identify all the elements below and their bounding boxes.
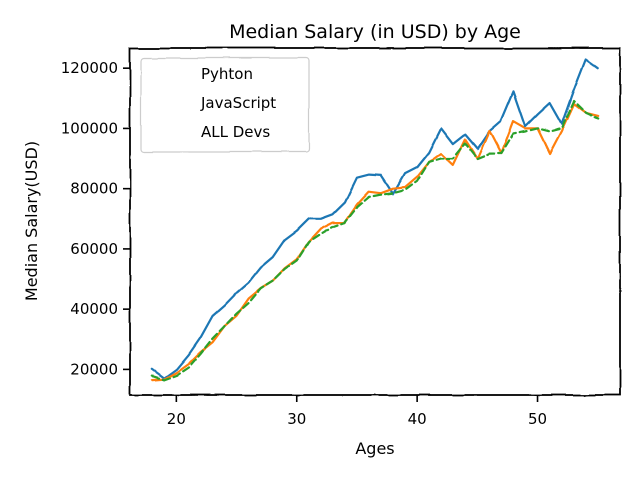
y-axis-label: Median Salary(USD) xyxy=(22,141,41,301)
series-line-javascript xyxy=(151,103,599,382)
legend: Pyhton JavaScript ALL Devs xyxy=(140,57,310,153)
series-line-pyhton xyxy=(151,58,599,380)
y-tick-label: 60000 xyxy=(70,240,118,258)
y-tick-label: 20000 xyxy=(70,360,118,378)
y-tick-label: 80000 xyxy=(70,180,118,198)
legend-label-all-devs: ALL Devs xyxy=(201,123,270,141)
plot-frame xyxy=(129,47,621,396)
x-tick-label: 40 xyxy=(408,410,427,428)
legend-label-pyhton: Pyhton xyxy=(201,65,253,83)
series-layer xyxy=(151,58,599,382)
x-axis-ticks: 20 30 40 50 xyxy=(167,395,547,428)
y-tick-label: 40000 xyxy=(70,300,118,318)
chart-title: Median Salary (in USD) by Age xyxy=(229,21,521,43)
legend-label-javascript: JavaScript xyxy=(200,94,276,112)
y-tick-label: 120000 xyxy=(61,59,118,77)
series-line-all-devs xyxy=(151,100,599,381)
x-tick-label: 50 xyxy=(528,410,547,428)
y-tick-label: 100000 xyxy=(61,119,118,137)
y-axis-ticks: 20000 40000 60000 80000 100000 120000 xyxy=(61,59,130,378)
x-axis-label: Ages xyxy=(355,439,394,458)
x-tick-label: 30 xyxy=(287,410,306,428)
x-tick-label: 20 xyxy=(167,410,186,428)
legend-box xyxy=(140,57,310,153)
